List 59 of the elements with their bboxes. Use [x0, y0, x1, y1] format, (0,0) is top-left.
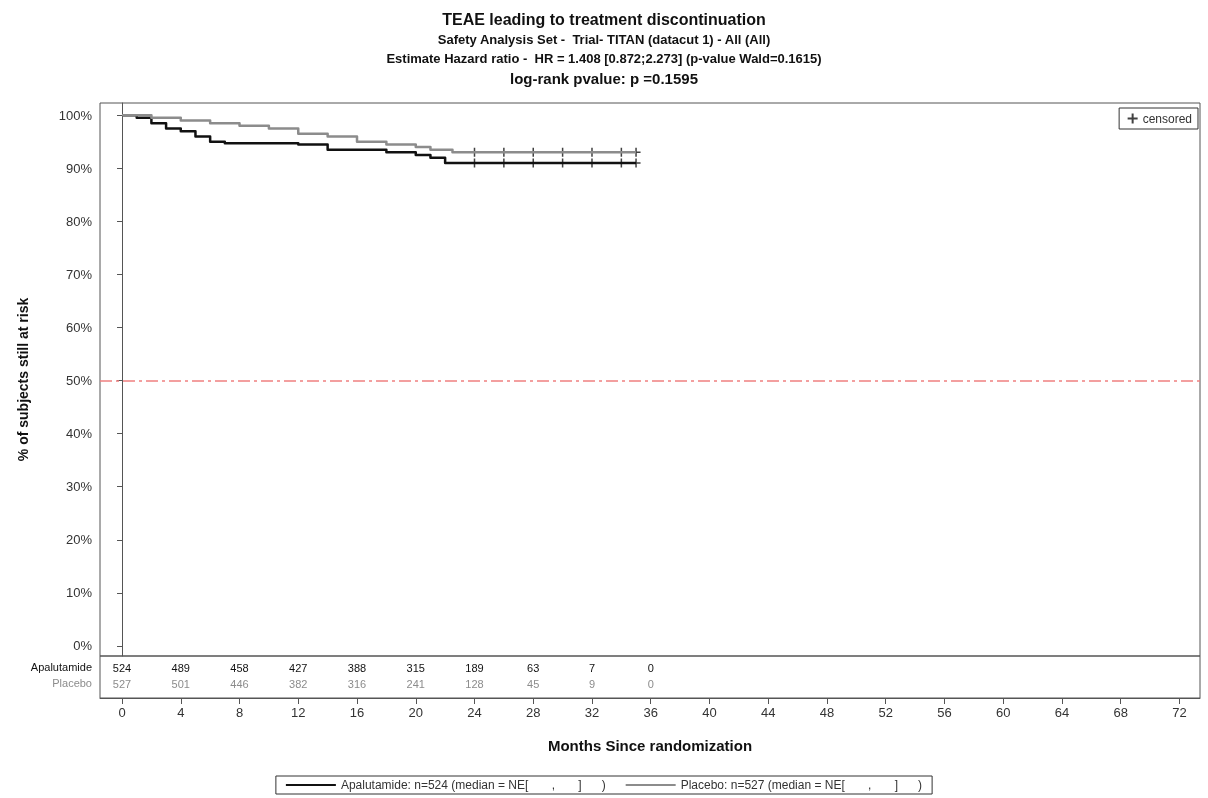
text: 9: [588, 678, 596, 690]
x-tick-label: 4: [177, 705, 185, 720]
text: Placebo: [52, 676, 92, 689]
text: 241: [406, 678, 425, 690]
text: Apalutamide: [30, 660, 92, 673]
x-tick-label: 52: [878, 705, 893, 720]
y-tick-label: 70%: [65, 266, 93, 282]
text: 489: [171, 662, 190, 674]
x-tick-label: 64: [1054, 705, 1070, 720]
x-tick-label: 24: [467, 705, 482, 720]
y-tick-label: 50%: [65, 373, 93, 389]
text: 0: [647, 678, 654, 690]
text: 63: [527, 662, 540, 674]
x-tick-label: 44: [760, 705, 776, 720]
legend-label: censored: [1142, 111, 1193, 126]
x-tick-label: 36: [643, 705, 658, 720]
legend-label: Apalutamide: n=524 (median = NE[ , ] ): [340, 778, 606, 792]
y-tick-label: 20%: [65, 532, 93, 548]
y-tick-label: 30%: [65, 479, 93, 495]
x-axis-title: Months Since randomization: [547, 737, 753, 754]
chart-title: TEAE leading to treatment discontinuation: [442, 10, 766, 28]
text: 501: [171, 678, 190, 690]
text: 45: [527, 678, 540, 690]
y-tick-label: 100%: [58, 107, 93, 123]
y-tick-label: 0%: [73, 638, 93, 654]
y-axis-title: % of subjects still at risk: [15, 297, 31, 462]
y-tick-label: 10%: [65, 585, 93, 601]
x-tick-label: 16: [349, 705, 365, 720]
x-tick-label: 48: [819, 705, 835, 720]
text: 527: [112, 678, 132, 690]
legend-label: Placebo: n=527 (median = NE[ , ] ): [680, 778, 923, 792]
x-tick-label: 0: [118, 705, 126, 720]
text: 458: [230, 662, 249, 674]
x-tick-label: 68: [1113, 705, 1128, 720]
x-tick-label: 56: [937, 705, 952, 720]
y-tick-label: 40%: [65, 426, 93, 442]
x-tick-label: 40: [702, 705, 717, 720]
x-tick-label: 32: [584, 705, 600, 720]
text: 128: [465, 678, 484, 690]
text: 427: [289, 662, 308, 674]
x-tick-label: 60: [995, 705, 1011, 720]
text: 382: [289, 678, 308, 690]
x-tick-label: 12: [291, 705, 306, 720]
text: 189: [465, 662, 484, 674]
x-tick-label: 8: [235, 705, 244, 720]
text: 0: [647, 662, 654, 674]
y-tick-label: 90%: [65, 160, 93, 176]
text: 388: [347, 662, 367, 674]
x-tick-label: 28: [526, 705, 541, 720]
text: 446: [230, 678, 249, 690]
text: 7: [588, 662, 596, 674]
x-tick-label: 72: [1172, 705, 1187, 720]
text: 316: [347, 678, 367, 690]
x-tick-label: 20: [408, 705, 423, 720]
text: 524: [112, 662, 132, 674]
y-tick-label: 80%: [65, 213, 93, 229]
y-tick-label: 60%: [65, 319, 93, 335]
text: 315: [406, 662, 425, 674]
chart-subtitle: Safety Analysis Set - Trial- TITAN (datacut 1) - All (All) Estimate Hazard ratio - HR = 1.408 [0.872;2.273] (p-value Wald=0.1615) log-rank pvalue: p =0.1595: [386, 32, 822, 87]
